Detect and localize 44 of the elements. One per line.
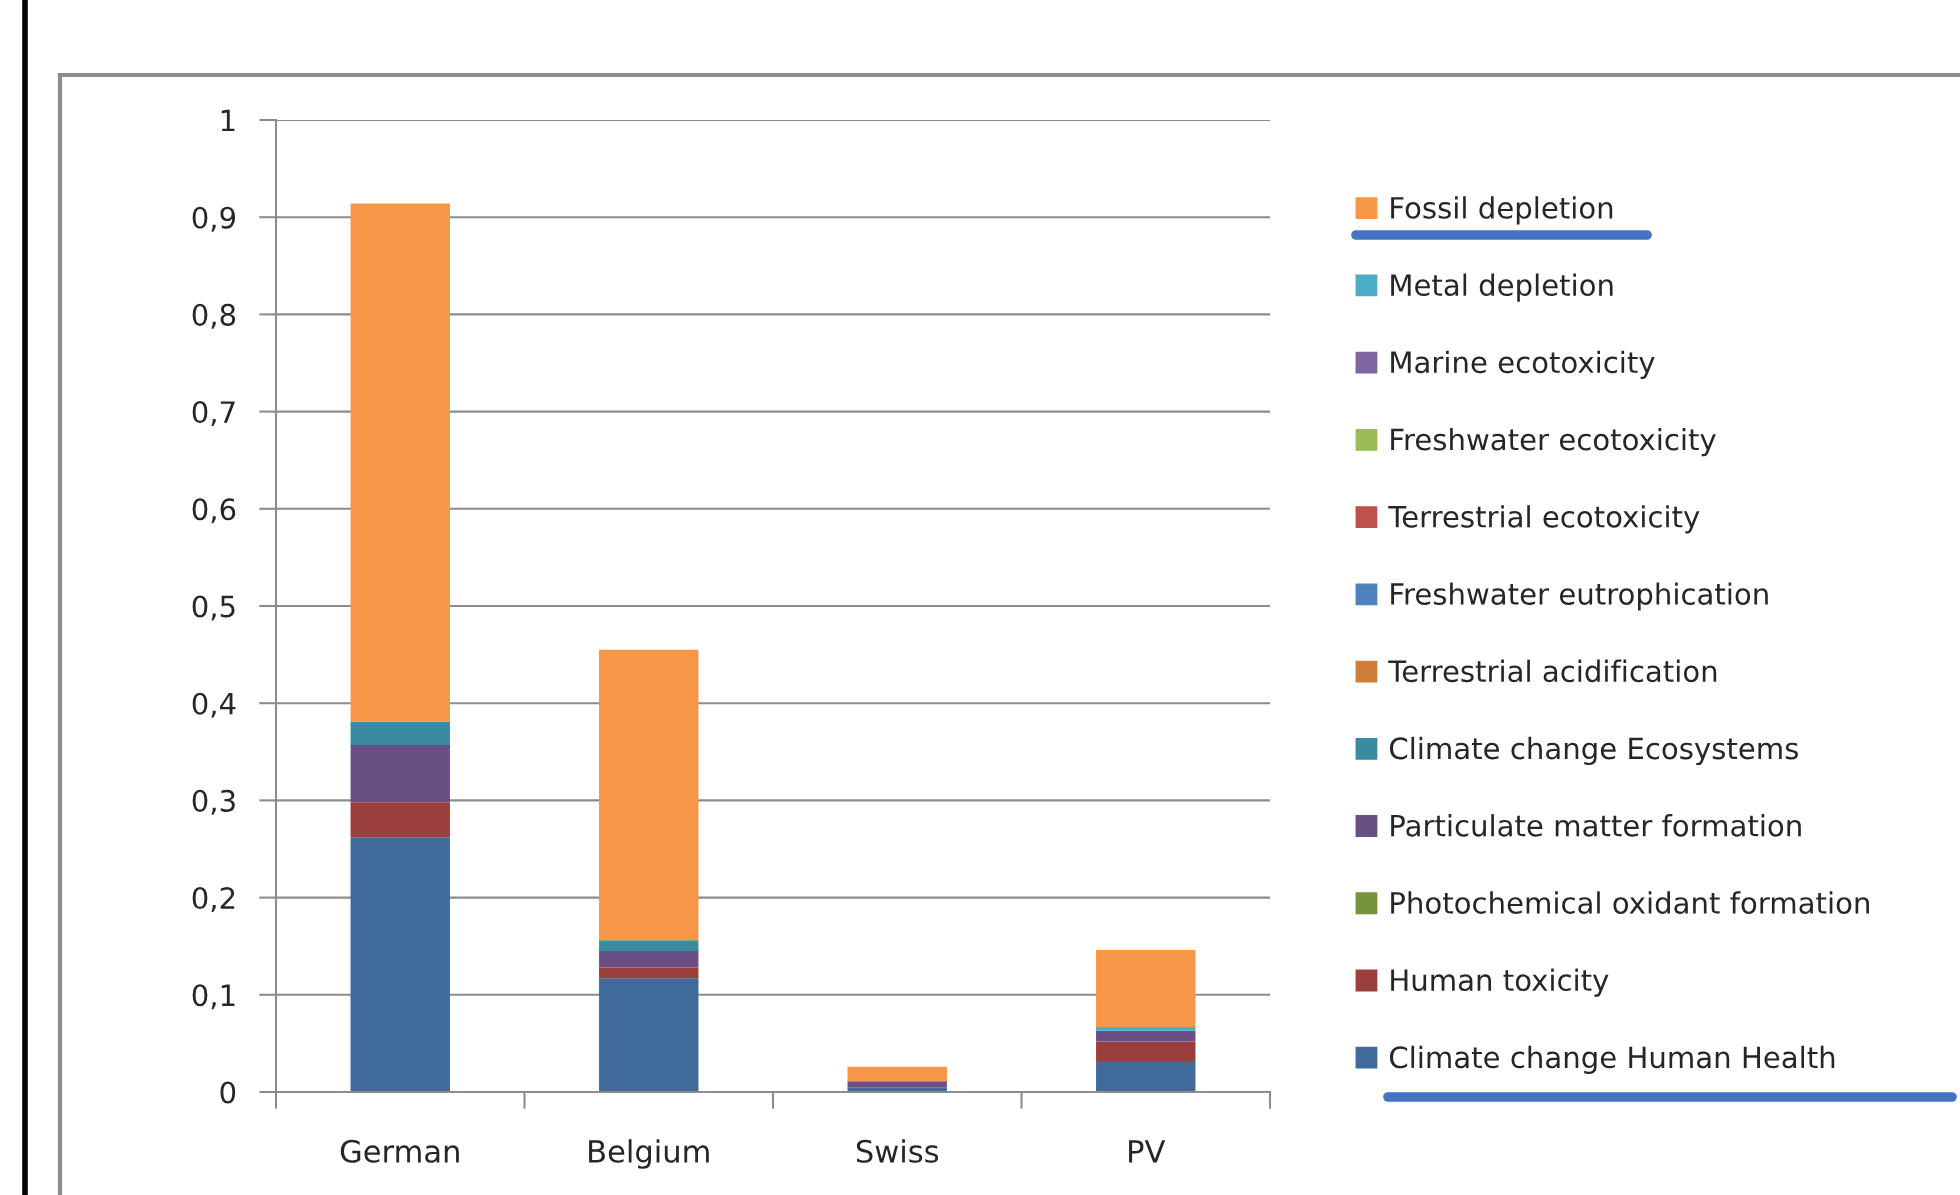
x-tick-label: Belgium <box>589 1139 709 1169</box>
y-tick-label: 0,5 <box>192 595 235 621</box>
y-tick-label: 0,8 <box>192 303 236 329</box>
legend-label: Terrestrial ecotoxicity <box>1388 505 1700 534</box>
legend-label: Photochemical oxidant formation <box>1391 891 1869 914</box>
y-tick-label: 1 <box>221 109 235 132</box>
x-tick-label: PV <box>1129 1140 1166 1163</box>
bar <box>1096 1030 1196 1042</box>
y-tick-label: 0,6 <box>192 498 236 524</box>
y-tick-label: 0 <box>220 1081 236 1104</box>
bar <box>599 951 699 968</box>
bar <box>1096 1060 1196 1092</box>
bar <box>847 1066 947 1082</box>
legend-label: Particulate matter formation <box>1391 814 1801 837</box>
bar <box>350 802 450 838</box>
x-tick-label: Swiss <box>856 1139 939 1163</box>
legend-label: Metal depletion <box>1391 273 1613 302</box>
bar <box>350 721 450 745</box>
bar <box>350 745 450 803</box>
bar <box>847 1081 947 1088</box>
bar <box>1096 1041 1196 1061</box>
legend-label: Climate change Human Health <box>1389 1045 1835 1074</box>
bar <box>599 649 699 941</box>
bar <box>599 978 699 1092</box>
legend-label: Climate change Ecosystems <box>1389 736 1798 766</box>
bar <box>599 967 699 979</box>
y-tick-label: 0,4 <box>192 692 236 718</box>
x-tick-label: German <box>340 1139 459 1163</box>
bar <box>1096 1026 1196 1031</box>
legend-label: Fossil depletion <box>1391 196 1613 225</box>
legend-label: Human toxicity <box>1391 968 1609 997</box>
legend-label: Terrestrial acidification <box>1388 659 1717 683</box>
legend-label: Freshwater eutrophication <box>1391 582 1768 611</box>
y-tick-label: 0,2 <box>192 887 235 913</box>
bar <box>1096 950 1196 1027</box>
y-tick-label: 0,1 <box>192 984 235 1010</box>
y-tick-label: 0,3 <box>192 789 235 815</box>
legend-label: Freshwater ecotoxicity <box>1391 427 1716 457</box>
bar <box>599 940 699 952</box>
legend-label: Marine ecotoxicity <box>1391 350 1655 379</box>
y-tick-label: 0,9 <box>192 206 236 232</box>
y-tick-label: 0,7 <box>192 401 235 427</box>
bar <box>350 203 450 722</box>
bar <box>350 837 450 1092</box>
